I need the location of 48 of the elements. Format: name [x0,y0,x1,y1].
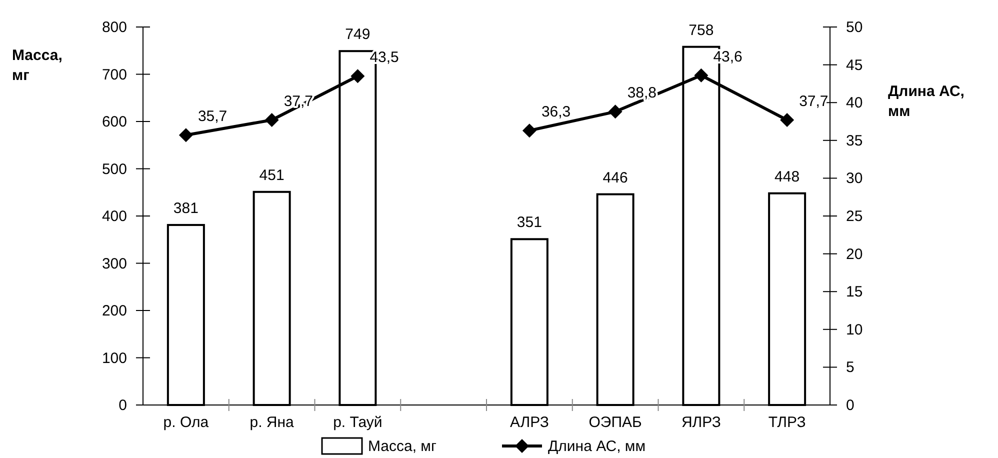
y-tick-label: 100 [102,350,127,367]
point [522,124,536,138]
y2-axis-title: Длина АС, мм [888,83,964,120]
y2-tick-label: 35 [846,132,863,150]
legend-label: Длина АС, мм [548,438,646,455]
y-tick-label: 600 [102,114,127,130]
point [608,104,622,119]
x-tick-label: р. Яна [250,414,295,431]
x-tick-label: р. Ола [163,414,210,431]
y2-tick-label: 30 [846,170,863,188]
y-tick-label: 0 [118,397,127,414]
data-label: 448 [774,168,800,186]
y-tick-label: 500 [102,160,127,178]
data-label: 749 [345,26,370,44]
point [694,68,708,82]
x-tick-label: ТЛРЗ [768,414,806,431]
data-label: 446 [602,169,628,186]
point [350,69,365,84]
x-tick-label: ОЭПАБ [588,414,642,431]
y-axis-title: Масса, мг [12,47,62,84]
y2-tick-label: 0 [846,397,854,414]
y2-tick-label: 45 [846,56,863,74]
data-label: 381 [173,200,198,217]
x-tick-label: ЯЛРЗ [681,414,721,431]
y-tick-label: 300 [102,255,127,272]
point [178,128,193,142]
data-label: 37,7 [799,92,828,110]
data-label: 35,7 [198,108,228,126]
y-tick-label: 700 [102,66,127,84]
data-label: 451 [259,166,284,184]
legend-label: Масса, мг [368,438,437,455]
y2-tick-label: 15 [846,284,863,301]
y2-tick-label: 50 [846,19,863,36]
y2-tick-label: 25 [846,208,863,225]
point [264,112,279,127]
data-label: 758 [688,22,714,39]
y2-tick-label: 40 [846,94,863,112]
y2-tick-label: 10 [846,321,863,338]
point [780,112,794,127]
y2-tick-label: 5 [846,359,854,376]
x-tick-label: р. Тауй [333,414,382,431]
data-label: 36,3 [541,104,571,121]
y2-tick-label: 20 [846,246,863,263]
y-tick-label: 200 [102,302,127,320]
y-tick-label: 400 [102,208,127,225]
y-tick-label: 800 [102,19,127,36]
data-label: 351 [516,214,542,232]
x-tick-label: АЛРЗ [510,414,549,431]
